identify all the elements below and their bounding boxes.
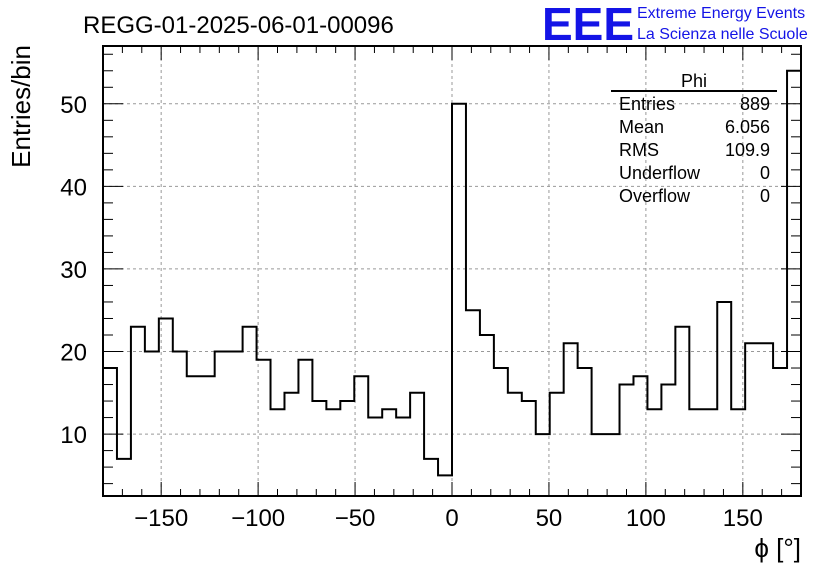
plot-title: REGG-01-2025-06-01-00096 bbox=[83, 12, 394, 39]
y-tick-label: 20 bbox=[60, 340, 87, 367]
plot-frame bbox=[102, 45, 802, 497]
stats-box: Phi Entries 889 Mean 6.056 RMS 109.9 Underflow… bbox=[611, 71, 777, 206]
y-tick-label: 30 bbox=[60, 257, 87, 284]
stats-row-label: RMS bbox=[619, 140, 659, 160]
x-tick-label: 100 bbox=[626, 505, 666, 532]
x-tick-labels: −150 −100 −50 0 50 100 150 bbox=[134, 505, 763, 532]
x-tick-label: −50 bbox=[335, 505, 376, 532]
x-tick-label: −150 bbox=[134, 505, 188, 532]
x-tick-label: −100 bbox=[231, 505, 285, 532]
stats-row-value: 109.9 bbox=[725, 140, 770, 160]
stats-row-label: Underflow bbox=[619, 163, 701, 183]
eee-logo-line1: Extreme Energy Events bbox=[637, 5, 805, 22]
stats-rows: Entries 889 Mean 6.056 RMS 109.9 Underflow 0 Ove… bbox=[619, 94, 770, 206]
histogram-bars bbox=[103, 69, 801, 477]
stats-row-label: Overflow bbox=[619, 186, 691, 206]
x-tick-label: 0 bbox=[445, 505, 458, 532]
y-tick-label: 50 bbox=[60, 92, 87, 119]
x-axis-title: ϕ [°] bbox=[754, 533, 801, 563]
y-axis-title: Entries/bin bbox=[6, 45, 36, 168]
stats-row-value: 0 bbox=[760, 186, 770, 206]
y-tick-label: 40 bbox=[60, 174, 87, 201]
x-tick-label: 50 bbox=[536, 505, 563, 532]
eee-logo-mark: EEE bbox=[542, 0, 634, 50]
axis-ticks bbox=[103, 46, 802, 496]
y-tick-label: 10 bbox=[60, 422, 87, 449]
stats-title: Phi bbox=[681, 71, 707, 91]
y-tick-labels: 10 20 30 40 50 bbox=[60, 92, 87, 449]
stats-row-value: 889 bbox=[740, 94, 770, 114]
stats-row-value: 0 bbox=[760, 163, 770, 183]
x-tick-label: 150 bbox=[723, 505, 763, 532]
stats-row-value: 6.056 bbox=[725, 117, 770, 137]
stats-row-label: Mean bbox=[619, 117, 664, 137]
histogram-outline bbox=[103, 69, 801, 477]
stats-row-label: Entries bbox=[619, 94, 675, 114]
eee-logo: EEE Extreme Energy Events La Scienza nel… bbox=[542, 0, 808, 50]
eee-logo-line2: La Scienza nelle Scuole bbox=[637, 26, 808, 43]
